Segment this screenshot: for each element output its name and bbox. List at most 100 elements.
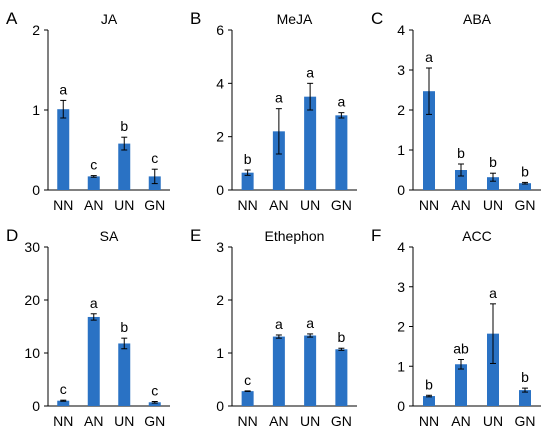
y-tick-label: 2 <box>397 102 405 118</box>
panel-letter: F <box>371 226 381 245</box>
bar <box>487 177 499 190</box>
y-tick-label: 10 <box>24 345 40 361</box>
significance-label: b <box>244 151 252 167</box>
bar <box>304 96 317 190</box>
bar <box>335 349 348 406</box>
significance-label: c <box>90 157 97 173</box>
x-tick-label: UN <box>483 413 503 429</box>
bar <box>272 131 285 190</box>
y-tick-label: 0 <box>216 398 224 414</box>
bar <box>519 390 531 406</box>
y-tick-label: 2 <box>32 22 40 38</box>
y-tick-label: 6 <box>216 22 224 38</box>
significance-label: a <box>275 316 283 332</box>
panel-title: ACC <box>462 228 492 244</box>
y-tick-label: 3 <box>397 279 405 295</box>
y-tick-label: 0 <box>32 182 40 198</box>
y-tick-label: 0 <box>216 182 224 198</box>
y-tick-label: 1 <box>397 142 405 158</box>
significance-label: b <box>521 369 529 385</box>
panel-letter: A <box>6 9 18 28</box>
significance-label: a <box>90 295 98 311</box>
significance-label: c <box>244 372 251 388</box>
bar <box>304 335 317 406</box>
y-tick-label: 1 <box>32 102 40 118</box>
bar <box>423 396 435 406</box>
y-tick-label: 1 <box>397 358 405 374</box>
bar <box>87 316 100 406</box>
bar <box>118 343 131 406</box>
bar <box>487 333 499 406</box>
x-tick-label: AN <box>84 413 103 429</box>
panel-letter: D <box>6 226 18 245</box>
y-tick-label: 4 <box>397 22 405 38</box>
y-tick-label: 30 <box>24 239 40 255</box>
x-tick-label: AN <box>269 413 288 429</box>
x-tick-label: NN <box>238 197 258 213</box>
y-tick-label: 3 <box>397 62 405 78</box>
significance-label: b <box>120 118 128 134</box>
x-tick-label: UN <box>300 413 320 429</box>
y-tick-label: 2 <box>216 292 224 308</box>
chart-panel-d: D SA 0 10 20 30 c NN a AN b UN c GN <box>6 226 170 429</box>
bar <box>118 143 131 190</box>
significance-label: c <box>151 382 158 398</box>
y-tick-label: 1 <box>216 345 224 361</box>
significance-label: c <box>151 150 158 166</box>
bar <box>241 172 254 190</box>
x-tick-label: GN <box>331 413 352 429</box>
x-tick-label: AN <box>84 197 103 213</box>
chart-panel-c: C ABA 0 1 2 3 4 a NN b AN b UN b GN <box>371 9 541 213</box>
significance-label: a <box>337 94 345 110</box>
significance-label: b <box>120 319 128 335</box>
x-tick-label: NN <box>53 197 73 213</box>
significance-label: c <box>60 381 67 397</box>
significance-label: b <box>337 329 345 345</box>
x-tick-label: NN <box>53 413 73 429</box>
panel-title: SA <box>100 228 119 244</box>
x-tick-label: GN <box>144 413 165 429</box>
x-tick-label: GN <box>515 413 536 429</box>
x-tick-label: AN <box>451 413 470 429</box>
bar <box>87 176 100 190</box>
bar <box>241 391 254 406</box>
significance-label: a <box>275 90 283 106</box>
x-tick-label: NN <box>238 413 258 429</box>
x-tick-label: UN <box>114 413 134 429</box>
chart-panel-b: B MeJA 0 2 4 6 b NN a AN a UN a GN <box>190 9 357 213</box>
x-tick-label: UN <box>483 197 503 213</box>
panel-letter: C <box>371 9 383 28</box>
x-tick-label: UN <box>114 197 134 213</box>
panel-title: ABA <box>463 11 492 27</box>
x-tick-label: AN <box>269 197 288 213</box>
significance-label: b <box>489 154 497 170</box>
y-tick-label: 3 <box>216 239 224 255</box>
x-tick-label: GN <box>331 197 352 213</box>
bar <box>272 336 285 406</box>
x-tick-label: AN <box>451 197 470 213</box>
bar <box>335 115 348 190</box>
chart-panel-e: E Ethephon 0 1 2 3 c NN a AN a UN b GN <box>190 226 357 429</box>
significance-label: b <box>457 145 465 161</box>
y-tick-label: 2 <box>397 319 405 335</box>
bar <box>423 91 435 190</box>
x-tick-label: GN <box>144 197 165 213</box>
y-tick-label: 0 <box>32 398 40 414</box>
x-tick-label: NN <box>419 197 439 213</box>
chart-panel-f: F ACC 0 1 2 3 4 b NN ab AN a UN b GN <box>371 226 541 429</box>
significance-label: a <box>489 285 497 301</box>
significance-label: b <box>521 163 529 179</box>
significance-label: b <box>425 376 433 392</box>
chart-panel-a: A JA 0 1 2 a NN c AN b UN c GN <box>6 9 170 213</box>
y-tick-label: 4 <box>216 75 224 91</box>
y-tick-label: 4 <box>397 239 405 255</box>
panel-title: JA <box>101 11 118 27</box>
significance-label: ab <box>453 340 469 356</box>
y-tick-label: 0 <box>397 182 405 198</box>
y-tick-label: 0 <box>397 398 405 414</box>
x-tick-label: GN <box>515 197 536 213</box>
bar <box>455 364 467 406</box>
panel-letter: B <box>190 9 201 28</box>
significance-label: a <box>59 81 67 97</box>
